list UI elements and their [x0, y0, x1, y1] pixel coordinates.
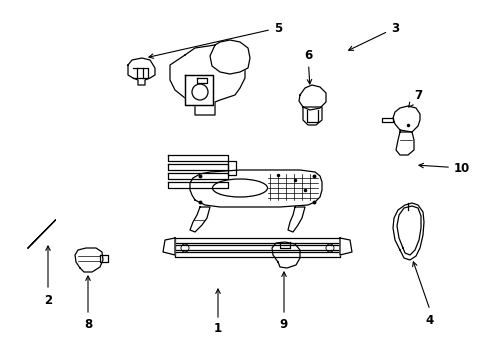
Polygon shape — [392, 203, 423, 260]
Polygon shape — [303, 107, 321, 125]
Polygon shape — [212, 57, 247, 75]
Polygon shape — [184, 75, 213, 105]
Polygon shape — [271, 242, 299, 268]
Polygon shape — [175, 252, 339, 257]
Polygon shape — [175, 238, 339, 243]
Polygon shape — [168, 155, 227, 161]
Text: 8: 8 — [84, 319, 92, 332]
Polygon shape — [163, 238, 175, 255]
Polygon shape — [100, 255, 108, 262]
Text: 2: 2 — [44, 293, 52, 306]
Text: 10: 10 — [418, 162, 469, 175]
Text: 4: 4 — [425, 314, 433, 327]
Text: 9: 9 — [279, 319, 287, 332]
Text: 7: 7 — [408, 89, 421, 107]
Polygon shape — [190, 170, 321, 207]
Polygon shape — [298, 85, 325, 110]
Polygon shape — [381, 118, 392, 122]
Text: 5: 5 — [149, 22, 282, 58]
Polygon shape — [339, 238, 351, 255]
Polygon shape — [168, 164, 227, 170]
Polygon shape — [168, 173, 227, 179]
Polygon shape — [190, 207, 209, 232]
Polygon shape — [75, 248, 103, 272]
Polygon shape — [170, 45, 244, 115]
Polygon shape — [392, 106, 419, 132]
Polygon shape — [128, 58, 155, 85]
Text: 3: 3 — [348, 22, 398, 50]
Polygon shape — [395, 132, 413, 155]
Text: 6: 6 — [303, 49, 311, 84]
Text: 1: 1 — [214, 321, 222, 334]
Polygon shape — [287, 207, 305, 232]
Polygon shape — [168, 182, 227, 188]
Polygon shape — [227, 161, 236, 175]
Polygon shape — [209, 40, 249, 74]
Polygon shape — [175, 245, 339, 250]
